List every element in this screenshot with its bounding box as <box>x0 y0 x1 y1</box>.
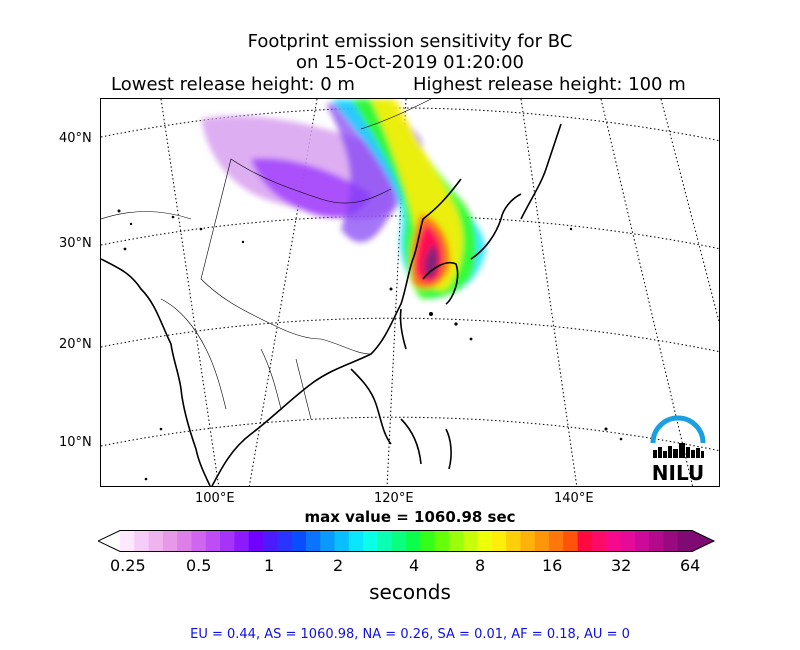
colorbar-segment <box>563 530 579 552</box>
colorbar-segment <box>634 530 650 552</box>
colorbar-segment <box>577 530 593 552</box>
colorbar-segment <box>377 530 393 552</box>
islands <box>117 209 623 481</box>
colorbar-segment <box>448 530 464 552</box>
colorbar-segment <box>649 530 664 552</box>
emission-sensitivity-plume <box>201 99 486 299</box>
colorbar-segment <box>520 530 536 552</box>
region-summary: EU = 0.44, AS = 1060.98, NA = 0.26, SA =… <box>190 627 630 642</box>
colorbar-segment <box>477 530 493 552</box>
graticule <box>101 99 719 486</box>
colorbar-tick: 8 <box>475 556 486 575</box>
colorbar-segment <box>348 530 364 552</box>
colorbar-segment <box>248 530 264 552</box>
colorbar-tick: 16 <box>542 556 563 575</box>
colorbar-segment <box>205 530 221 552</box>
colorbar-tick: 0.5 <box>186 556 212 575</box>
highest-release-height: Highest release height: 100 m <box>413 74 686 95</box>
colorbar-segment <box>406 530 421 552</box>
colorbar-segment <box>363 530 378 552</box>
colorbar <box>96 530 722 556</box>
colorbar-segment <box>291 530 307 552</box>
colorbar-tick: 0.25 <box>110 556 146 575</box>
colorbar-tick: 1 <box>264 556 275 575</box>
lon-label-140: 140°E <box>554 491 594 506</box>
colorbar-segment <box>320 530 335 552</box>
colorbar-segment <box>263 530 278 552</box>
colorbar-segment <box>148 530 164 552</box>
lat-label-10: 10°N <box>59 435 92 450</box>
colorbar-segment <box>162 530 178 552</box>
colorbar-segment <box>491 530 507 552</box>
colorbar-segment <box>420 530 436 552</box>
colorbar-segment <box>463 530 478 552</box>
colorbar-extend-low <box>98 530 120 552</box>
lat-label-20: 20°N <box>59 337 92 352</box>
coastlines <box>101 123 562 486</box>
plot-title-line2: on 15-Oct-2019 01:20:00 <box>295 52 525 73</box>
colorbar-segment <box>506 530 521 552</box>
colorbar-segment <box>277 530 293 552</box>
lowest-release-height: Lowest release height: 0 m <box>111 74 355 95</box>
colorbar-segment <box>663 530 679 552</box>
lon-label-100: 100°E <box>195 491 235 506</box>
colorbar-extend-high <box>692 530 714 552</box>
colorbar-units: seconds <box>369 580 451 604</box>
map-panel <box>100 98 720 487</box>
colorbar-segment <box>191 530 207 552</box>
colorbar-segment <box>177 530 192 552</box>
colorbar-segment <box>620 530 636 552</box>
colorbar-segment <box>305 530 321 552</box>
colorbar-tick: 2 <box>333 556 344 575</box>
colorbar-segment <box>391 530 407 552</box>
colorbar-segment <box>220 530 235 552</box>
colorbar-gradient <box>96 530 716 552</box>
colorbar-segment <box>134 530 150 552</box>
colorbar-segment <box>549 530 564 552</box>
colorbar-segment <box>334 530 350 552</box>
colorbar-tick: 4 <box>409 556 420 575</box>
colorbar-segment <box>434 530 450 552</box>
colorbar-tick: 32 <box>611 556 632 575</box>
colorbar-segment <box>606 530 621 552</box>
plot-title-line1: Footprint emission sensitivity for BC <box>247 31 573 52</box>
colorbar-segment <box>591 530 607 552</box>
country-borders <box>101 99 432 420</box>
colorbar-segment <box>677 530 693 552</box>
lat-label-30: 30°N <box>59 236 92 251</box>
nilu-logo-mark: NILU <box>650 415 706 485</box>
colorbar-outline <box>96 530 716 552</box>
lon-label-120: 120°E <box>374 491 414 506</box>
lat-label-40: 40°N <box>59 131 92 146</box>
colorbar-tick: 64 <box>680 556 701 575</box>
colorbar-segment <box>234 530 250 552</box>
map-canvas <box>101 99 719 486</box>
nilu-logo-text: NILU <box>652 461 704 483</box>
nilu-logo: NILU <box>645 413 711 487</box>
colorbar-segment <box>534 530 550 552</box>
colorbar-segment <box>120 530 135 552</box>
max-value: max value = 1060.98 sec <box>304 508 516 526</box>
